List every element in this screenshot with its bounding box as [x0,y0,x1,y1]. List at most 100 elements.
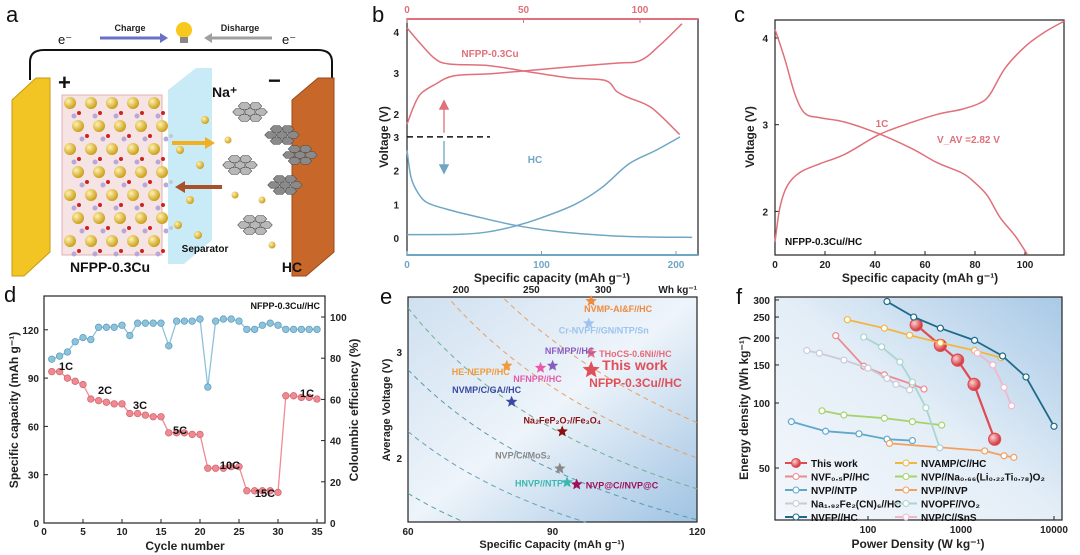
series-marker [908,436,916,445]
electron-label: e⁻ [58,32,72,47]
rate-label: 3C [133,400,147,412]
capacity-point [250,487,259,495]
top-tick-label: 50 [518,5,530,16]
capacity-point [102,398,111,406]
metal-atom [71,113,77,119]
oxygen-atom [148,226,152,230]
metal-atom [79,182,85,188]
data-star-marker [571,478,583,490]
graphene-hexagon [254,108,268,116]
data-star-marker [583,317,595,329]
point-label: Cr-NVPF//GN/NTP/Sn [559,325,649,335]
plus-sign: + [58,70,71,95]
data-star-marker [561,476,573,488]
series-marker [905,331,914,339]
y-tick-label: 3 [762,121,768,132]
point-label: NFNPP//HC [513,374,562,384]
panel-d-chart: d 0 5 10 15 20 25 30 35 0 30 60 90 120 0 20 40 60 80 100 Cyc… [4,282,361,553]
y-left-tick-label: 90 [28,374,40,385]
sodium-atom [93,212,105,224]
efficiency-point [219,315,228,323]
nfpp-voltage-curve [406,27,681,136]
x-axis-label: Specific Capacity (mAh g⁻¹) [479,539,625,551]
series-marker [855,430,863,438]
sodium-atom [114,120,126,132]
metal-atom [100,228,106,234]
point-label: This work [602,357,668,373]
capacity-point [110,400,118,408]
metal-atom [71,159,77,165]
y-left-axis-label: Specific capacity (mAh g⁻¹) [7,332,21,488]
capacity-point [227,463,235,471]
cell-label: NFPP-0.3Cu//HC [785,237,862,248]
metal-atom [121,182,127,188]
y-tick-label: 3 [396,348,402,359]
capacity-point [157,413,165,421]
point-label: HNVP//NTP [515,478,563,488]
legend-marker [791,458,801,468]
capacity-point [180,429,189,437]
oxygen-atom [98,203,102,207]
rate-label: 10C [220,460,240,472]
x-tick-label: 60 [919,260,931,271]
sodium-atom [106,143,118,155]
panel-f-chart: f 100 1000 10000 50 100 150 200 250 300 Power Dens… [736,284,1068,551]
x-tick-label: 1000 [950,525,973,536]
efficiency-point [227,315,235,323]
charge-label: Charge [114,23,145,33]
metal-atom [155,113,161,119]
sodium-atom [106,189,118,201]
series-marker [951,353,965,367]
sodium-atom [156,212,168,224]
oxygen-atom [77,203,81,207]
point-label: NFMPP//HC [545,346,595,356]
point-sublabel: NFPP-0.3Cu//HC [589,376,682,390]
oxygen-atom [106,134,110,138]
capacity-point [126,409,134,418]
efficiency-point [63,348,72,356]
capacity-point [204,464,212,472]
efficiency-point [118,321,126,329]
top-tick-label: 250 [523,285,540,296]
capacity-point [118,400,126,408]
capacity-point [71,377,79,385]
y-right-tick-label: 0 [330,519,336,530]
top-tick-label: 200 [453,285,470,296]
series-marker [896,358,904,366]
graphene-hexagon [269,125,284,133]
y-tick-label: 0 [393,234,399,245]
sodium-ion [224,136,232,144]
data-star-marker [505,395,518,407]
legend-label: Na₁.₉₂Fe₂(CN)₆//HC [811,500,901,511]
data-star-marker [585,295,597,306]
graphene-hexagon [232,108,246,116]
legend-marker [902,459,910,467]
rate-label: 1C [876,119,889,130]
series-marker [908,418,916,426]
data-star-marker [582,361,600,378]
metal-atom [92,159,98,165]
sodium-ion [231,191,239,199]
external-wire [29,49,333,80]
metal-atom [100,182,106,188]
x-tick-label: 90 [547,527,559,538]
sodium-atom [127,235,139,247]
sodium-atom [156,120,168,132]
efficiency-point [87,336,95,344]
efficiency-point [94,323,103,331]
y-tick-label: 300 [753,296,770,307]
bottom-tick-label: 100 [533,260,550,271]
x-tick-label: 120 [689,527,706,538]
graphene-hexagon [237,102,252,110]
hc-label: HC [528,155,542,166]
series-marker [885,439,894,448]
plot-frame [407,296,698,523]
sodium-atom [72,166,84,178]
discharge-label: Disharge [221,23,260,33]
graphene-hexagon [237,114,252,122]
legend-label: NVP/C//SnS [921,513,977,524]
legend-marker [792,500,800,507]
oxygen-atom [77,249,81,253]
series-marker [803,346,811,355]
capacity-point [133,409,142,418]
